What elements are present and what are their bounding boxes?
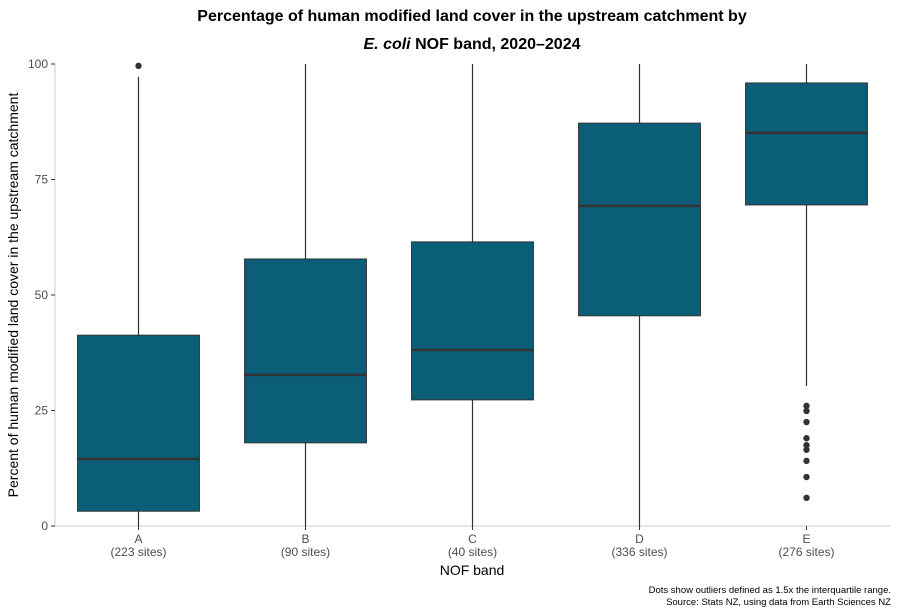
x-tick-note: (276 sites) — [778, 545, 834, 559]
chart-title: Percentage of human modified land cover … — [197, 8, 747, 25]
box — [578, 122, 701, 317]
caption: Dots show outliers defined as 1.5x the i… — [649, 585, 891, 596]
outlier — [803, 435, 810, 442]
y-tick-label: 100 — [28, 57, 48, 71]
box — [244, 258, 367, 444]
outlier — [803, 402, 810, 410]
outlier — [803, 473, 810, 481]
x-axis-title: NOF band — [440, 562, 505, 578]
box — [745, 82, 868, 206]
caption: Source: Stats NZ, using data from Earth … — [666, 597, 891, 608]
chart-title: E. coli NOF band, 2020–2024 — [364, 36, 581, 53]
x-tick-note: (223 sites) — [110, 545, 166, 559]
x-tick-note: (90 sites) — [281, 545, 330, 559]
y-axis-title: Percent of human modified land cover in … — [5, 93, 21, 498]
x-tick-label: D — [635, 532, 644, 546]
outlier — [803, 441, 810, 449]
y-tick-label: 25 — [35, 404, 49, 418]
x-tick-label: A — [134, 532, 142, 546]
x-tick-note: (336 sites) — [611, 545, 667, 559]
x-tick-note: (40 sites) — [448, 545, 497, 559]
outlier — [803, 446, 810, 453]
outlier — [803, 494, 810, 502]
x-tick-label: C — [468, 532, 477, 546]
title-italic: E. coli — [364, 36, 412, 53]
y-tick-label: 50 — [35, 288, 49, 302]
x-tick-label: E — [802, 532, 810, 546]
y-tick-label: 0 — [41, 519, 48, 533]
box — [411, 241, 534, 401]
title-rest: NOF band, 2020–2024 — [411, 36, 581, 53]
x-tick-label: B — [301, 532, 309, 546]
outlier — [803, 418, 810, 426]
box — [77, 334, 200, 512]
outlier — [803, 407, 810, 415]
y-tick-label: 75 — [35, 173, 49, 187]
outlier — [803, 457, 810, 465]
outlier — [135, 62, 142, 70]
